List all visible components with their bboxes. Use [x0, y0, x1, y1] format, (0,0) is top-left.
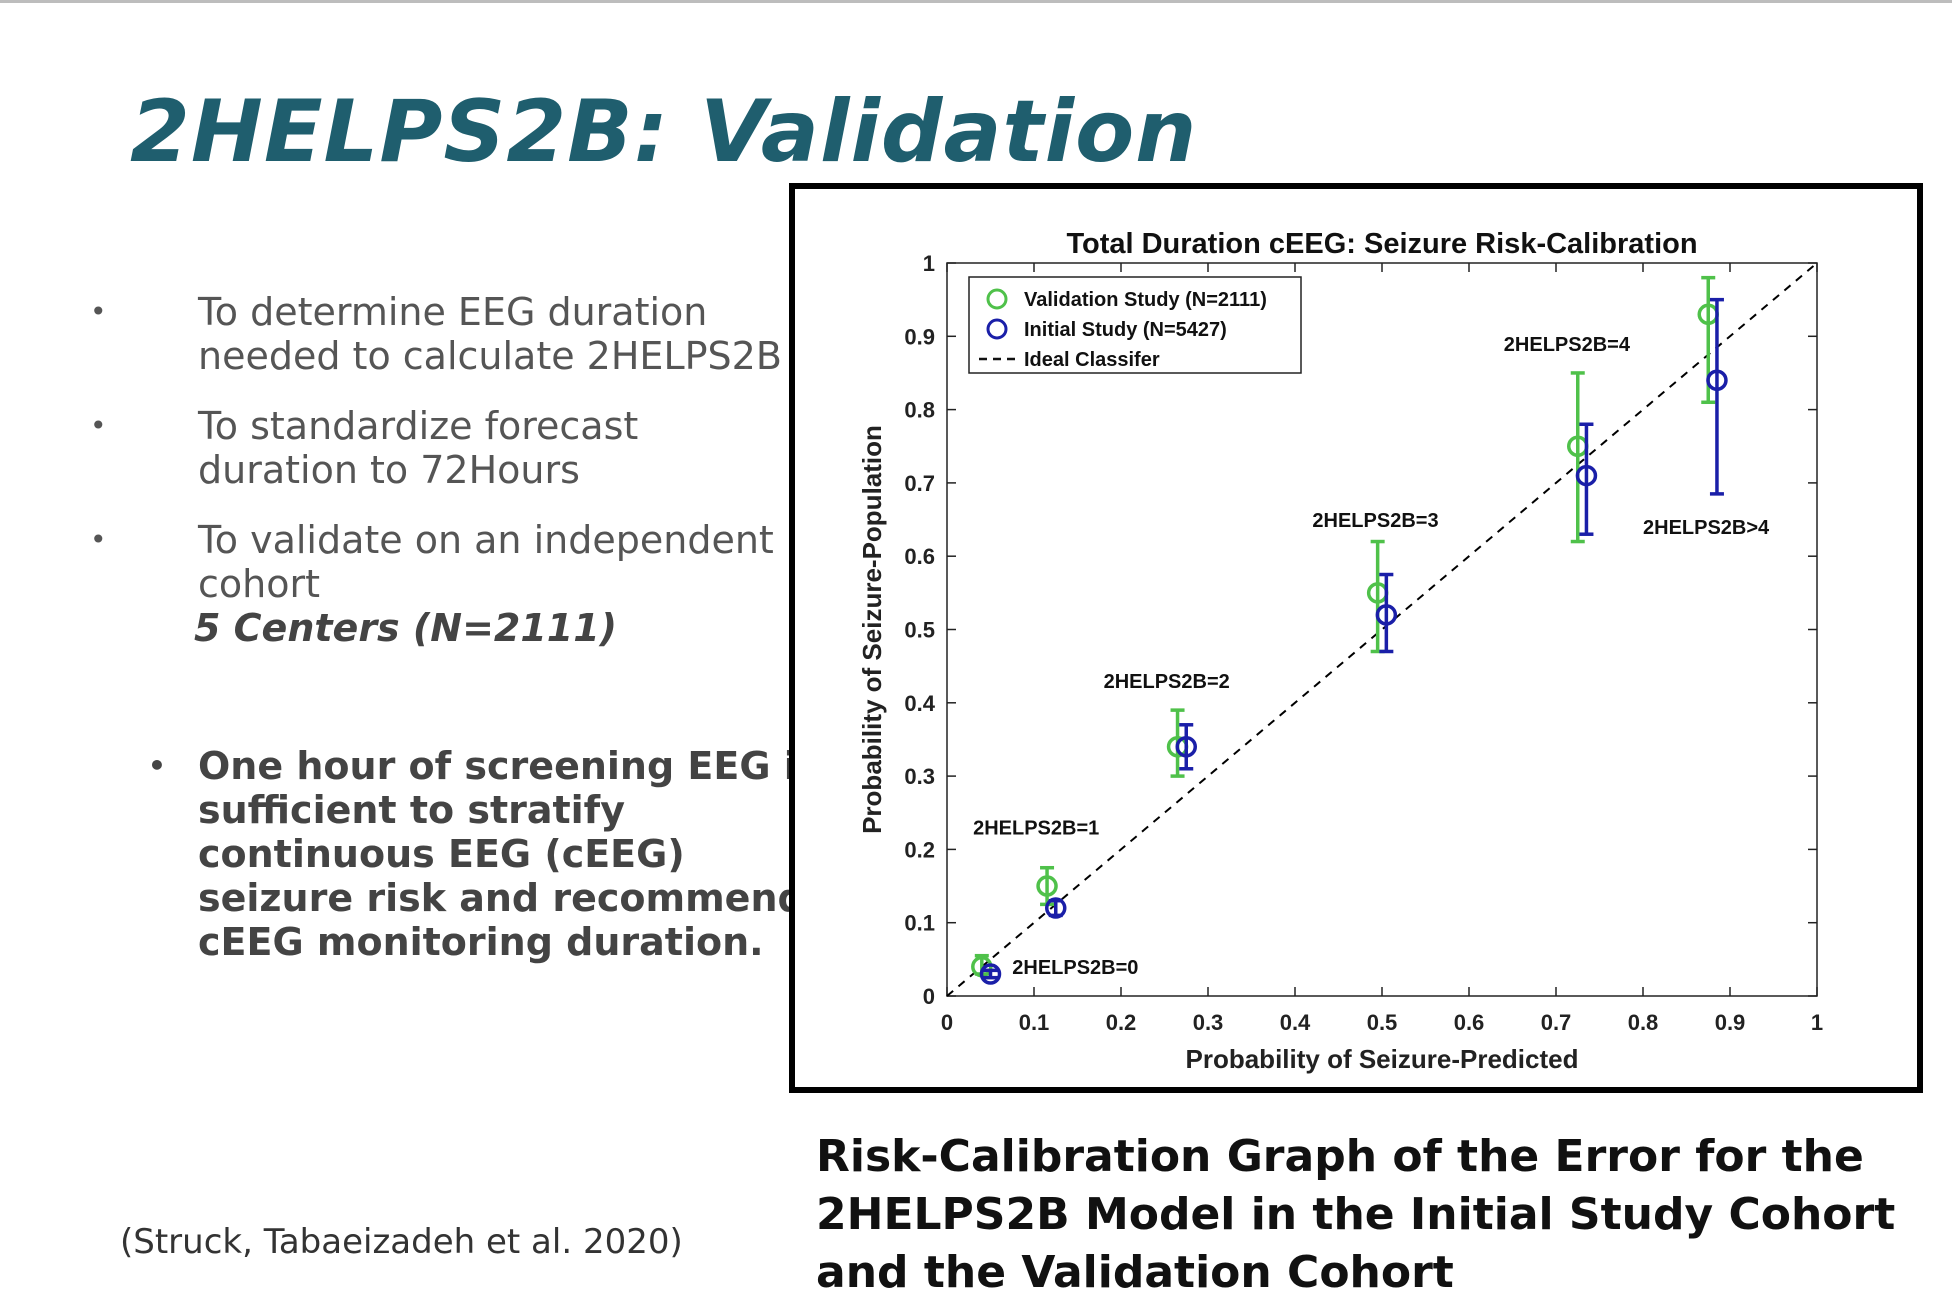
conclusion-text: One hour of screening EEG is sufficient …	[198, 744, 820, 964]
y-tick-label: 0.4	[904, 691, 935, 716]
legend-label: Validation Study (N=2111)	[1024, 289, 1267, 311]
y-tick-label: 0	[923, 984, 935, 1009]
initial-point	[1175, 736, 1197, 758]
chart-frame: 0 0.1 0.2 0.3 0.4 0.5 0.6 0.7 0.8 0.9 1 0 0.1 0.2 0.3 0…	[789, 183, 1923, 1093]
y-tick-label: 0.8	[904, 398, 935, 423]
x-tick-label: 0.8	[1628, 1010, 1659, 1035]
legend-label: Ideal Classifer	[1024, 349, 1160, 371]
x-tick-label: 0.4	[1280, 1010, 1311, 1035]
x-tick-label: 0.9	[1715, 1010, 1746, 1035]
bullet-marker: •	[90, 409, 107, 442]
y-tick-label: 0.6	[904, 544, 935, 569]
y-tick-label: 0.2	[904, 837, 935, 862]
x-tick-label: 0.6	[1454, 1010, 1485, 1035]
calibration-chart: 0 0.1 0.2 0.3 0.4 0.5 0.6 0.7 0.8 0.9 1 0 0.1 0.2 0.3 0…	[857, 228, 1823, 1074]
initial-point	[979, 963, 1002, 985]
figure-caption: Risk-Calibration Graph of the Error for …	[816, 1131, 1896, 1298]
y-tick-label: 0.9	[904, 324, 935, 349]
x-tick-label: 0.2	[1106, 1010, 1137, 1035]
bullet-emphasis: 5 Centers (N=2111)	[194, 606, 618, 650]
score-annotation: 2HELPS2B=0	[1012, 957, 1138, 979]
bullet-text: To determine EEG duration needed to calc…	[198, 290, 782, 378]
chart-title: Total Duration cEEG: Seizure Risk-Calibr…	[1066, 228, 1697, 260]
y-tick-label: 0.5	[904, 618, 935, 643]
slide-title: 2HELPS2B: Validation	[130, 82, 1198, 182]
score-annotation: 2HELPS2B=2	[1104, 671, 1230, 693]
y-tick-label: 0.7	[904, 471, 935, 496]
legend-box	[968, 276, 1302, 374]
bullet-item: • To validate on an independent cohort 5…	[90, 518, 790, 650]
ideal-classifier-line	[946, 262, 1818, 997]
x-tick-label: 0.5	[1367, 1010, 1398, 1035]
bullet-item: • To standardize forecast duration to 72…	[90, 404, 790, 492]
bullet-text: To validate on an independent cohort	[198, 518, 774, 606]
y-tick-label: 0.3	[904, 764, 935, 789]
initial-point	[1706, 369, 1728, 392]
initial-legend-marker	[986, 318, 1008, 340]
x-tick-label: 0.3	[1193, 1010, 1224, 1035]
bullet-item: • To determine EEG duration needed to ca…	[90, 290, 790, 378]
score-annotation: 2HELPS2B>4	[1643, 517, 1770, 539]
validation-legend-marker	[986, 288, 1008, 310]
x-tick-label: 0	[941, 1010, 953, 1035]
initial-point	[1575, 464, 1598, 487]
x-tick-label: 0.7	[1541, 1010, 1572, 1035]
initial-point	[1375, 604, 1398, 626]
bullet-marker: •	[90, 295, 107, 328]
bullet-marker: •	[90, 523, 107, 556]
score-annotation: 2HELPS2B=3	[1312, 510, 1438, 532]
x-axis-label: Probability of Seizure-Predicted	[1186, 1044, 1579, 1074]
conclusion-bullet: • One hour of screening EEG is sufficien…	[148, 744, 838, 964]
initial-point	[1045, 897, 1067, 919]
score-annotation: 2HELPS2B=1	[973, 818, 1099, 840]
bullet-text: To standardize forecast duration to 72Ho…	[198, 404, 639, 492]
x-tick-label: 0.1	[1019, 1010, 1050, 1035]
legend-label: Initial Study (N=5427)	[1024, 319, 1227, 341]
validation-point	[1036, 875, 1058, 897]
citation: (Struck, Tabaeizadeh et al. 2020)	[120, 1222, 683, 1262]
y-axis-label: Probability of Seizure-Population	[857, 425, 887, 834]
y-tick-label: 0.1	[904, 911, 935, 936]
top-border	[0, 0, 1952, 3]
x-tick-label: 1	[1811, 1010, 1823, 1035]
bullet-list: • To determine EEG duration needed to ca…	[90, 290, 790, 676]
y-tick-label: 1	[923, 251, 935, 276]
bullet-marker: •	[148, 749, 166, 782]
score-annotation: 2HELPS2B=4	[1504, 334, 1631, 356]
